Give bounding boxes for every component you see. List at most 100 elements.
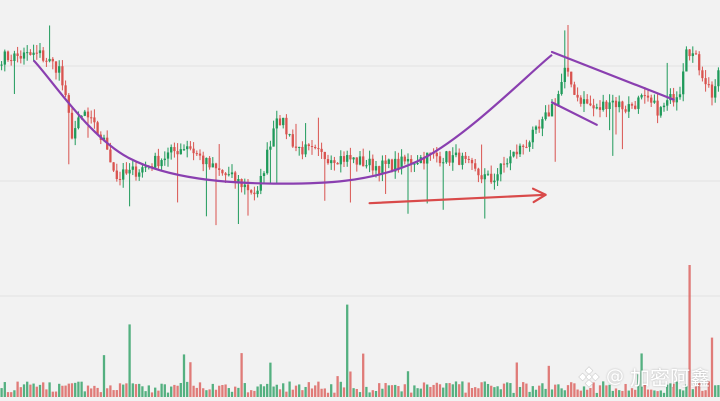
candle-body xyxy=(582,99,586,104)
candle-body xyxy=(394,158,397,172)
candle-body xyxy=(115,170,118,180)
candle-body xyxy=(669,94,672,101)
volume-bar xyxy=(282,383,285,397)
volume-bar xyxy=(112,390,115,397)
volume-bar xyxy=(275,384,278,397)
volume-bar xyxy=(422,382,426,397)
volume-bar xyxy=(557,384,560,397)
volume-bar xyxy=(230,391,234,397)
volume-bar xyxy=(3,382,6,397)
volume-bar xyxy=(134,384,138,397)
volume-bar xyxy=(611,390,614,397)
volume-bar xyxy=(326,392,330,397)
candle-body xyxy=(531,129,534,143)
candle-body xyxy=(538,126,541,129)
candle-body xyxy=(634,105,637,109)
volume-bar xyxy=(390,385,394,397)
candle-body xyxy=(22,52,26,59)
candle-body xyxy=(458,152,461,165)
volume-bar xyxy=(477,388,480,397)
volume-bar xyxy=(666,384,669,397)
volume-bar xyxy=(93,385,96,397)
candle-body xyxy=(413,163,416,165)
candle-body xyxy=(131,166,134,170)
volume-bar xyxy=(243,383,246,397)
candle-body xyxy=(589,103,592,106)
candle-body xyxy=(77,117,80,129)
candle-body xyxy=(630,104,634,106)
candle-body xyxy=(541,119,544,129)
volume-bar xyxy=(32,383,35,397)
candle-body xyxy=(93,117,96,123)
volume-bar xyxy=(618,390,621,397)
candle-body xyxy=(13,53,16,61)
candle-body xyxy=(10,60,13,62)
candle-body xyxy=(646,95,650,98)
volume-bar xyxy=(131,383,134,397)
candle-body xyxy=(218,168,221,170)
volume-bar xyxy=(304,386,307,397)
volume-bar xyxy=(362,353,365,397)
volume-bar xyxy=(176,385,179,397)
volume-bar xyxy=(454,381,458,397)
candle-body xyxy=(464,155,467,159)
candle-body xyxy=(330,160,333,164)
volume-bar xyxy=(211,383,214,397)
candle-body xyxy=(128,169,131,174)
volume-bar xyxy=(659,390,662,397)
volume-bar xyxy=(166,392,170,397)
volume-bar xyxy=(490,385,493,397)
volume-bar xyxy=(330,384,333,397)
candle-body xyxy=(384,160,387,164)
volume-bar xyxy=(64,385,67,397)
volume-bar xyxy=(669,383,672,397)
candle-body xyxy=(186,146,189,150)
candle-body xyxy=(0,64,3,66)
volume-bar xyxy=(333,392,336,397)
candle-body xyxy=(477,168,480,176)
candle-body xyxy=(198,153,202,156)
volume-bar xyxy=(51,391,54,397)
candle-body xyxy=(659,107,662,116)
volume-bar xyxy=(464,392,467,397)
candle-body xyxy=(272,128,275,147)
volume-bar xyxy=(138,383,141,397)
volume-bar xyxy=(19,387,22,397)
candle-body xyxy=(317,148,320,150)
candle-body xyxy=(586,99,589,104)
volume-bar xyxy=(48,382,51,397)
volume-bar xyxy=(294,385,298,397)
candle-body xyxy=(26,52,29,54)
volume-bar xyxy=(115,390,118,397)
volume-bar xyxy=(432,384,435,397)
volume-bar xyxy=(246,392,250,397)
volume-bar xyxy=(163,384,166,397)
candle-body xyxy=(246,184,250,191)
candle-body xyxy=(176,151,179,155)
volume-bar xyxy=(154,387,157,397)
candle-body xyxy=(547,112,550,117)
volume-bar xyxy=(106,388,109,397)
volume-bar xyxy=(496,386,499,397)
volume-bar xyxy=(403,384,406,397)
candle-body xyxy=(362,156,365,167)
volume-bar xyxy=(448,383,451,397)
candle-body xyxy=(474,163,477,169)
volume-bar xyxy=(266,383,269,397)
volume-bar xyxy=(518,386,522,397)
volume-bar xyxy=(186,381,189,397)
volume-bar xyxy=(26,381,29,397)
candle-body xyxy=(493,180,496,183)
volume-bar xyxy=(259,384,262,397)
volume-bar xyxy=(451,384,454,397)
candle-body xyxy=(157,155,160,167)
volume-bar xyxy=(208,389,211,397)
candle-body xyxy=(400,156,403,169)
candle-body xyxy=(483,174,486,180)
volume-bar xyxy=(394,384,397,397)
volume-bar xyxy=(704,390,707,397)
candle-body xyxy=(166,152,170,159)
candle-body xyxy=(310,146,314,148)
upper-trendline xyxy=(550,50,675,101)
